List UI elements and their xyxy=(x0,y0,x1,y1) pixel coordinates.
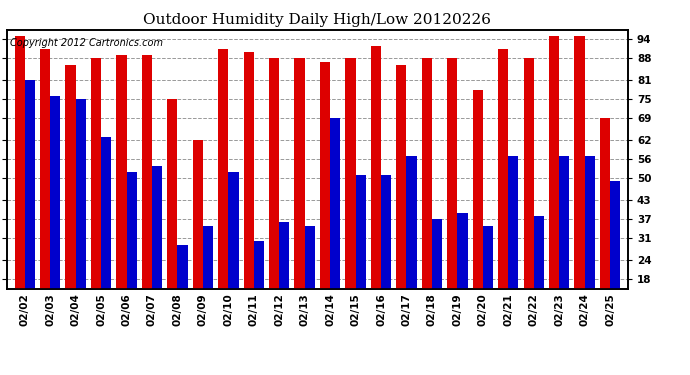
Bar xyxy=(406,156,417,336)
Bar xyxy=(25,81,35,336)
Bar xyxy=(218,49,228,336)
Bar xyxy=(66,65,76,336)
Bar xyxy=(295,58,305,336)
Bar xyxy=(483,226,493,336)
Bar xyxy=(228,172,239,336)
Bar xyxy=(509,156,518,336)
Bar xyxy=(269,58,279,336)
Bar xyxy=(14,36,25,336)
Bar xyxy=(600,118,610,336)
Bar xyxy=(193,141,203,336)
Bar xyxy=(76,99,86,336)
Bar xyxy=(50,96,60,336)
Bar xyxy=(549,36,559,336)
Bar xyxy=(141,55,152,336)
Bar xyxy=(610,182,620,336)
Bar xyxy=(422,58,432,336)
Bar xyxy=(575,36,584,336)
Bar xyxy=(91,58,101,336)
Bar xyxy=(244,52,254,336)
Bar xyxy=(279,222,289,336)
Bar xyxy=(447,58,457,336)
Bar xyxy=(203,226,213,336)
Bar xyxy=(40,49,50,336)
Bar xyxy=(371,46,381,336)
Bar xyxy=(396,65,406,336)
Bar xyxy=(355,175,366,336)
Bar xyxy=(254,242,264,336)
Bar xyxy=(381,175,391,336)
Bar xyxy=(320,62,330,336)
Bar xyxy=(346,58,355,336)
Bar xyxy=(126,172,137,336)
Bar xyxy=(305,226,315,336)
Bar xyxy=(498,49,509,336)
Title: Outdoor Humidity Daily High/Low 20120226: Outdoor Humidity Daily High/Low 20120226 xyxy=(144,13,491,27)
Bar xyxy=(534,216,544,336)
Bar xyxy=(177,244,188,336)
Bar xyxy=(167,99,177,336)
Bar xyxy=(584,156,595,336)
Bar xyxy=(330,118,340,336)
Bar xyxy=(559,156,569,336)
Bar xyxy=(457,213,468,336)
Bar xyxy=(432,219,442,336)
Text: Copyright 2012 Cartronics.com: Copyright 2012 Cartronics.com xyxy=(10,38,163,48)
Bar xyxy=(101,137,111,336)
Bar xyxy=(117,55,126,336)
Bar xyxy=(473,90,483,336)
Bar xyxy=(524,58,534,336)
Bar xyxy=(152,166,162,336)
